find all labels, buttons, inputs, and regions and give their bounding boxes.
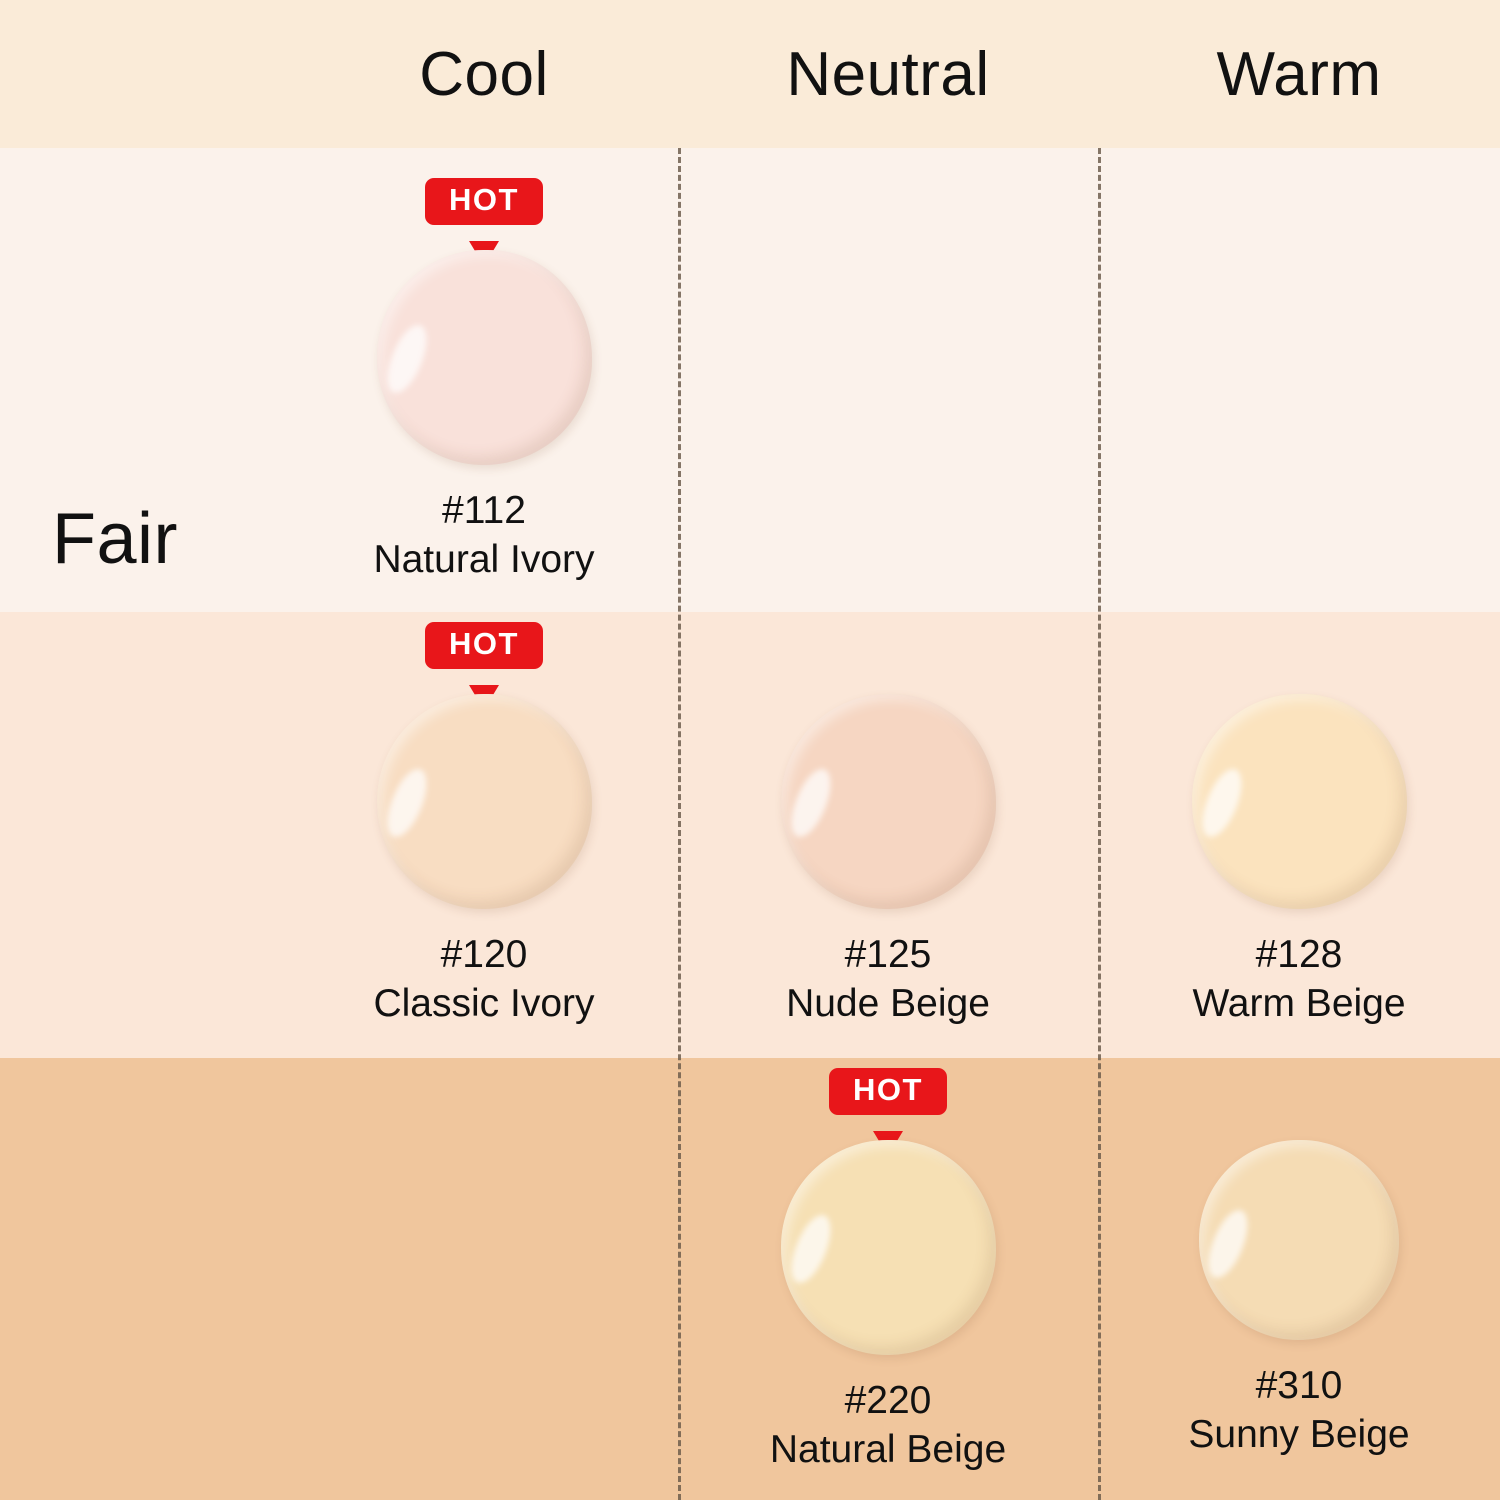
shade-cell-light-cool[interactable]: HOT #120 Classic Ivory xyxy=(290,622,678,1029)
shade-code: #112 xyxy=(442,489,526,532)
shade-swatch[interactable] xyxy=(1191,694,1407,909)
shade-cell-medium-warm[interactable]: #310 Sunny Beige xyxy=(1098,1068,1500,1460)
shade-name: Nude Beige xyxy=(786,981,990,1025)
shade-swatch[interactable] xyxy=(780,694,996,909)
tone-row-fair: Fair xyxy=(0,148,1500,612)
shade-cell-medium-neutral[interactable]: HOT #220 Natural Beige xyxy=(678,1068,1098,1475)
column-divider-neutral-warm xyxy=(1098,148,1101,1500)
shade-cell-light-neutral[interactable]: #125 Nude Beige xyxy=(678,622,1098,1029)
hot-badge: HOT xyxy=(829,1068,947,1115)
hot-badge: HOT xyxy=(425,622,543,669)
shade-code: #128 xyxy=(1255,933,1343,976)
shade-name: Classic Ivory xyxy=(373,981,595,1025)
shade-name: Natural Beige xyxy=(769,1427,1007,1471)
shade-caption: #220 Natural Beige xyxy=(770,1377,1006,1475)
shade-swatch[interactable] xyxy=(1199,1140,1399,1340)
shade-caption: #128 Warm Beige xyxy=(1192,931,1405,1029)
shade-code: #120 xyxy=(440,933,528,976)
shade-caption: #125 Nude Beige xyxy=(786,931,990,1029)
shade-name: Sunny Beige xyxy=(1188,1412,1410,1456)
shade-cell-fair-cool[interactable]: HOT #112 Natural Ivory xyxy=(290,178,678,585)
hot-badge-wrap: HOT xyxy=(829,1068,947,1156)
header-column-cool: Cool xyxy=(419,39,549,109)
header-column-warm: Warm xyxy=(1216,39,1382,109)
hot-badge-wrap: HOT xyxy=(425,178,543,266)
shade-cell-light-warm[interactable]: #128 Warm Beige xyxy=(1098,622,1500,1029)
shade-caption: #120 Classic Ivory xyxy=(373,931,594,1029)
header-column-neutral: Neutral xyxy=(786,39,990,109)
shade-caption: #112 Natural Ivory xyxy=(373,487,594,585)
shade-name: Warm Beige xyxy=(1192,981,1406,1025)
shade-swatch[interactable] xyxy=(376,250,592,465)
undertone-header: Cool Neutral Warm xyxy=(0,0,1500,148)
shade-caption: #310 Sunny Beige xyxy=(1188,1362,1409,1460)
column-divider-cool-neutral xyxy=(678,148,681,1500)
hot-badge-wrap: HOT xyxy=(425,622,543,710)
shade-swatch[interactable] xyxy=(780,1140,996,1355)
shade-name: Natural Ivory xyxy=(373,537,595,581)
hot-badge: HOT xyxy=(425,178,543,225)
shade-code: #220 xyxy=(844,1379,932,1422)
row-label-fair: Fair xyxy=(52,499,178,579)
shade-swatch[interactable] xyxy=(376,694,592,909)
shade-code: #310 xyxy=(1255,1364,1343,1407)
shade-code: #125 xyxy=(844,933,932,976)
